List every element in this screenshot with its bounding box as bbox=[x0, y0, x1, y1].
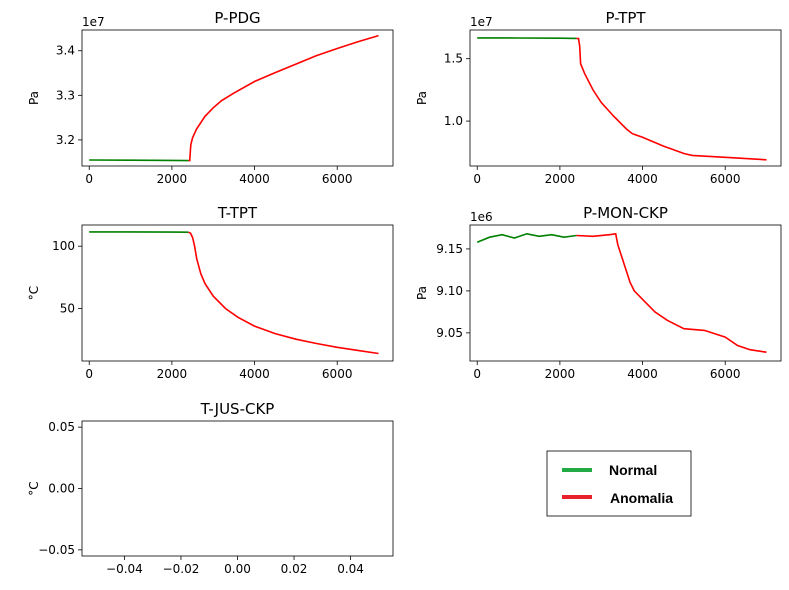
x-tick-label: −0.04 bbox=[106, 562, 143, 576]
series-anomalia-line bbox=[188, 34, 379, 162]
x-tick-label: 4000 bbox=[239, 172, 270, 186]
chart-p-mon-ckp: P-MON-CKP Pa 1e6 0 2000 4000 6000 9.05 9.10 9.15 bbox=[415, 204, 782, 381]
series-normal-line bbox=[476, 232, 577, 243]
x-tick-label: 2000 bbox=[157, 172, 188, 186]
y-axis-multiplier: 1e6 bbox=[470, 210, 493, 224]
series-anomalia-line bbox=[576, 37, 767, 161]
y-tick-label: 1.5 bbox=[444, 52, 463, 66]
y-tick-label: 9.05 bbox=[436, 326, 463, 340]
x-tick-label: 6000 bbox=[322, 172, 353, 186]
y-tick-label: 3.3 bbox=[56, 88, 75, 102]
y-axis-label: °C bbox=[27, 481, 41, 495]
y-axis-multiplier: 1e7 bbox=[470, 15, 493, 29]
y-tick-label: 1.0 bbox=[444, 114, 463, 128]
x-tick-label: 0.04 bbox=[337, 562, 364, 576]
x-tick-label: 0 bbox=[85, 172, 93, 186]
chart-panels: P-PDG Pa 1e7 0 2000 4000 6000 3.2 3.3 3.4 P-TPT Pa 1… bbox=[27, 9, 782, 576]
series-anomalia-line bbox=[576, 232, 767, 353]
chart-title: T-JUS-CKP bbox=[200, 400, 275, 418]
y-axis-label: Pa bbox=[27, 91, 41, 105]
x-tick-label: 2000 bbox=[545, 172, 576, 186]
y-tick-label: −0.05 bbox=[38, 543, 75, 557]
series-normal-line bbox=[89, 159, 189, 162]
x-tick-label: 0 bbox=[85, 367, 93, 381]
chart-title: P-PDG bbox=[214, 9, 260, 27]
x-tick-label: 6000 bbox=[710, 367, 741, 381]
x-tick-label: 0 bbox=[473, 367, 481, 381]
chart-title: T-TPT bbox=[217, 204, 258, 222]
axes-frame bbox=[469, 29, 782, 167]
y-tick-label: 0.05 bbox=[48, 420, 75, 434]
y-tick-label: 9.10 bbox=[436, 284, 463, 298]
x-tick-label: 2000 bbox=[545, 367, 576, 381]
x-tick-label: 4000 bbox=[627, 172, 658, 186]
y-axis-label: Pa bbox=[415, 91, 429, 105]
y-tick-label: 9.15 bbox=[436, 242, 463, 256]
x-tick-label: 6000 bbox=[322, 367, 353, 381]
y-axis-label: °C bbox=[27, 286, 41, 300]
legend-label-anomalia: Anomalia bbox=[610, 490, 673, 506]
chart-t-tpt: T-TPT °C 0 2000 4000 6000 50 100 bbox=[27, 204, 394, 381]
y-tick-label: 0.00 bbox=[48, 482, 75, 496]
y-tick-label: 50 bbox=[60, 302, 75, 316]
y-tick-label: 3.4 bbox=[56, 44, 75, 58]
chart-p-pdg: P-PDG Pa 1e7 0 2000 4000 6000 3.2 3.3 3.4 bbox=[27, 9, 394, 186]
legend-label-normal: Normal bbox=[609, 462, 657, 478]
x-tick-label: 4000 bbox=[239, 367, 270, 381]
y-tick-label: 3.2 bbox=[56, 133, 75, 147]
axes-frame bbox=[81, 420, 394, 557]
axes-frame bbox=[469, 224, 782, 362]
series-anomalia-line bbox=[188, 231, 379, 355]
x-tick-label: 0 bbox=[473, 172, 481, 186]
y-axis-label: Pa bbox=[415, 286, 429, 300]
y-axis-multiplier: 1e7 bbox=[82, 15, 105, 29]
legend-frame bbox=[546, 450, 692, 517]
axes-frame bbox=[81, 29, 394, 167]
x-tick-label: 4000 bbox=[627, 367, 658, 381]
chart-t-jus-ckp: T-JUS-CKP °C −0.04 −0.02 0.00 0.02 0.04 −0.05 0.… bbox=[27, 400, 394, 576]
chart-title: P-TPT bbox=[605, 9, 646, 27]
chart-p-tpt: P-TPT Pa 1e7 0 2000 4000 6000 1.0 1.5 bbox=[415, 9, 782, 186]
x-tick-label: 2000 bbox=[157, 367, 188, 381]
x-tick-label: −0.02 bbox=[163, 562, 200, 576]
y-tick-label: 100 bbox=[52, 239, 75, 253]
x-tick-label: 0.02 bbox=[281, 562, 308, 576]
chart-title: P-MON-CKP bbox=[583, 204, 668, 222]
x-tick-label: 0.00 bbox=[224, 562, 251, 576]
legend: Normal Anomalia bbox=[546, 450, 692, 517]
axes-frame bbox=[81, 224, 394, 362]
series-normal-line bbox=[477, 37, 577, 40]
x-tick-label: 6000 bbox=[710, 172, 741, 186]
